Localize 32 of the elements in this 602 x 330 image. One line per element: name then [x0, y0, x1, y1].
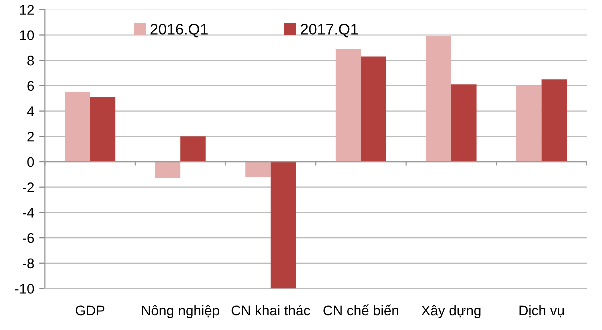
y-tick-label: 0: [28, 157, 34, 168]
y-tick-label: 6: [28, 81, 34, 92]
y-tick-label: 8: [28, 56, 34, 66]
bar: [361, 56, 386, 162]
y-tick-label: 12: [20, 5, 34, 15]
bar: [516, 86, 542, 162]
legend-label: 2016.Q1: [150, 24, 208, 38]
y-tick-label: -6: [23, 233, 34, 244]
bar: [542, 80, 568, 162]
y-tick-label: -8: [23, 258, 34, 269]
y-tick-label: 10: [20, 30, 34, 40]
y-tick-label: -2: [23, 182, 34, 192]
bar: [336, 49, 362, 162]
x-tick-label: GDP: [76, 306, 105, 316]
x-tick-label: CN khai thác: [232, 305, 310, 316]
bar: [65, 92, 90, 162]
y-tick-label: -4: [23, 208, 34, 218]
x-tick-label: Xây dựng: [422, 305, 481, 318]
x-tick-label: Nông nghiệp: [142, 305, 220, 318]
x-tick-label: Dịch vụ: [520, 305, 564, 318]
bar: [155, 162, 181, 178]
y-tick-label: -10: [15, 284, 34, 294]
bar: [90, 97, 116, 162]
legend-label: 2017.Q1: [301, 24, 358, 38]
bar: [270, 162, 296, 289]
y-tick-label: 4: [27, 106, 34, 116]
bar: [180, 136, 206, 162]
bar: [452, 84, 477, 162]
bar: [426, 36, 452, 162]
y-tick-label: 2: [28, 132, 34, 142]
bar: [246, 162, 271, 178]
x-tick-label: CN chế biến: [324, 304, 399, 316]
